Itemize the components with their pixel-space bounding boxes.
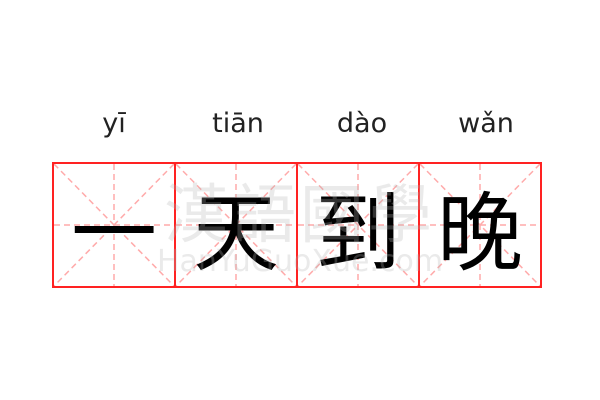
guide-lines (176, 164, 296, 286)
character: 一 (71, 183, 157, 284)
pinyin-4: wǎn (458, 108, 514, 139)
character-grid: 一 天 到 晚 (52, 162, 548, 288)
character-cell: 天 (174, 162, 298, 288)
guide-lines (298, 164, 418, 286)
pinyin-2: tiān (212, 108, 264, 139)
character: 到 (315, 183, 401, 284)
pinyin-1: yī (102, 108, 126, 139)
character-cell: 一 (52, 162, 176, 288)
guide-lines (54, 164, 174, 286)
character: 天 (193, 183, 279, 284)
pinyin-3: dào (336, 108, 388, 139)
guide-lines (420, 164, 540, 286)
character-cell: 晚 (418, 162, 542, 288)
character: 晚 (437, 183, 523, 284)
character-cell: 到 (296, 162, 420, 288)
